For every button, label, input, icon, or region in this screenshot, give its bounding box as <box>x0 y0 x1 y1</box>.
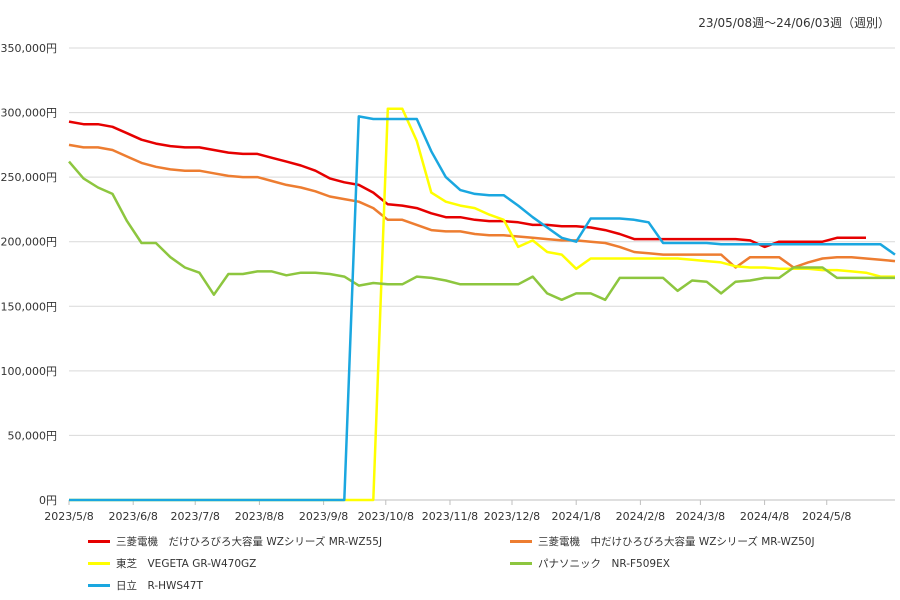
series-line-4[interactable] <box>69 115 896 502</box>
x-tick-label: 2024/4/8 <box>740 510 789 523</box>
legend-label: 東芝 VEGETA GR-W470GZ <box>116 558 257 570</box>
y-tick-label: 100,000円 <box>1 365 58 378</box>
legend-label: パナソニック NR-F509EX <box>538 558 670 570</box>
chart-subtitle: 23/05/08週〜24/06/03週（週別） <box>698 16 890 30</box>
series-line-1[interactable] <box>68 143 896 269</box>
series-line-2[interactable] <box>69 107 895 502</box>
x-tick-label: 2024/2/8 <box>616 510 665 523</box>
x-axis: 2023/5/8 2023/6/8 2023/7/8 2023/8/8 2023/9/8… <box>44 499 895 523</box>
grid-lines <box>69 47 895 501</box>
y-tick-label: 150,000円 <box>1 300 58 313</box>
series-line-0[interactable] <box>68 120 866 249</box>
x-tick-label: 2024/5/8 <box>802 510 851 523</box>
legend-item-gr-w470gz[interactable]: 東芝 VEGETA GR-W470GZ <box>88 556 256 571</box>
y-tick-label: 0円 <box>39 494 57 507</box>
legend-swatch <box>510 562 532 565</box>
y-tick-label: 200,000円 <box>1 236 58 249</box>
y-axis: 0円 50,000円 100,000円 150,000円 200,000円 250,000… <box>1 42 58 507</box>
legend-swatch <box>88 562 110 565</box>
x-tick-label: 2023/8/8 <box>235 510 284 523</box>
y-tick-label: 350,000円 <box>1 42 58 55</box>
x-tick-label: 2023/7/8 <box>171 510 220 523</box>
line-chart: 0円 50,000円 100,000円 150,000円 200,000円 250,000… <box>1 42 896 523</box>
y-tick-label: 300,000円 <box>1 107 58 120</box>
series-line-3[interactable] <box>68 160 895 302</box>
x-tick-label: 2023/9/8 <box>299 510 348 523</box>
legend-item-r-hws47t[interactable]: 日立 R-HWS47T <box>88 578 203 593</box>
legend-item-mr-wz50j[interactable]: 三菱電機 中だけひろびろ大容量 WZシリーズ MR-WZ50J <box>510 534 815 549</box>
x-tick-label: 2023/11/8 <box>422 510 478 523</box>
x-tick-label: 2024/3/8 <box>676 510 725 523</box>
chart-legend: 三菱電機 だけひろびろ大容量 WZシリーズ MR-WZ55J 三菱電機 中だけひ… <box>0 528 900 600</box>
x-tick-label: 2023/10/8 <box>358 510 414 523</box>
legend-swatch <box>88 540 110 543</box>
series-lines <box>68 107 896 502</box>
legend-label: 日立 R-HWS47T <box>116 580 203 592</box>
legend-swatch <box>510 540 532 543</box>
y-tick-label: 250,000円 <box>1 171 58 184</box>
legend-label: 三菱電機 だけひろびろ大容量 WZシリーズ MR-WZ55J <box>116 536 383 548</box>
y-tick-label: 50,000円 <box>8 429 58 442</box>
legend-item-mr-wz55j[interactable]: 三菱電機 だけひろびろ大容量 WZシリーズ MR-WZ55J <box>88 534 382 549</box>
legend-item-nr-f509ex[interactable]: パナソニック NR-F509EX <box>510 556 670 571</box>
legend-label: 三菱電機 中だけひろびろ大容量 WZシリーズ MR-WZ50J <box>538 536 815 548</box>
x-tick-label: 2023/6/8 <box>108 510 157 523</box>
x-tick-label: 2024/1/8 <box>551 510 600 523</box>
legend-swatch <box>88 584 110 587</box>
x-tick-label: 2023/12/8 <box>484 510 540 523</box>
x-tick-label: 2023/5/8 <box>44 510 93 523</box>
